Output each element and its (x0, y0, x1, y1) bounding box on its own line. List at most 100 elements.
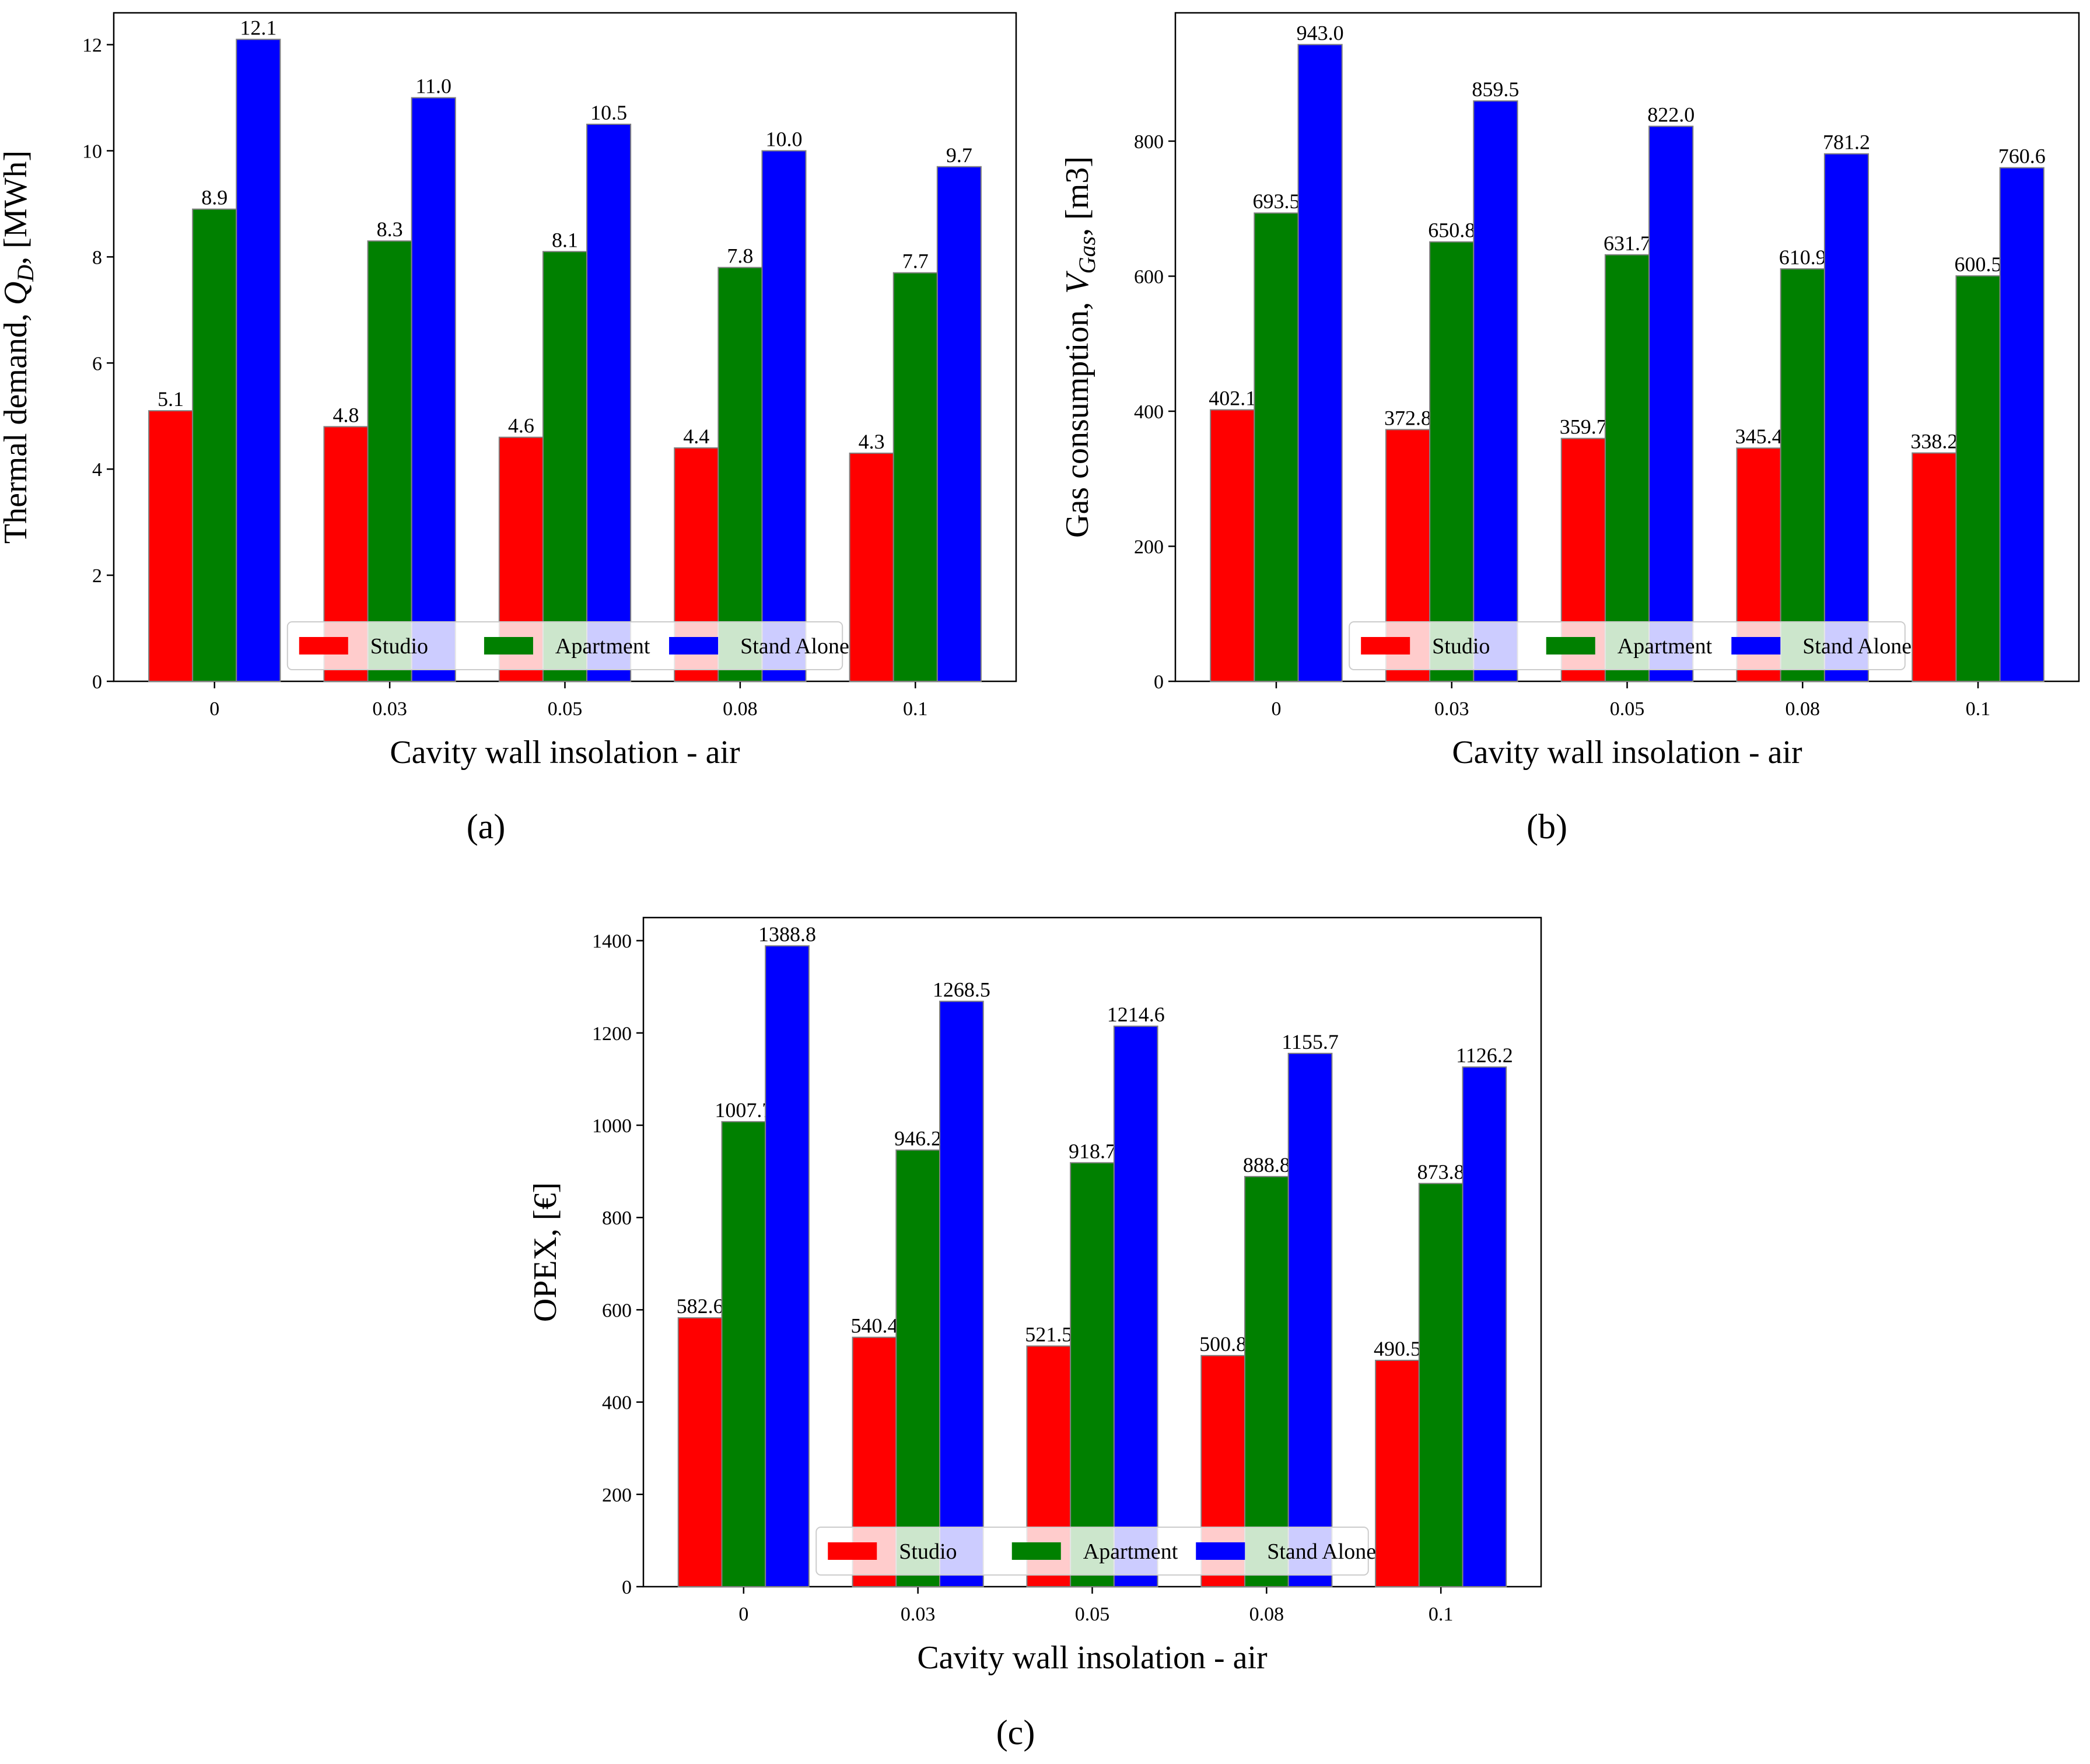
bar-label-c-studio-0: 582.6 (677, 1294, 724, 1318)
bar-b-studio-4 (1912, 452, 1957, 682)
x-tick-label-b-4: 0.1 (1966, 698, 1991, 720)
bar-label-a-stand-alone-1: 11.0 (415, 75, 451, 98)
bar-c-apartment-3 (1244, 1175, 1289, 1588)
bar-label-b-stand-alone-4: 760.6 (1998, 145, 2046, 168)
bar-label-a-apartment-3: 7.8 (727, 244, 753, 268)
legend-c: Studio Apartment Stand Alone (815, 1527, 1376, 1576)
bar-label-a-studio-1: 4.8 (333, 403, 359, 426)
bar-label-c-studio-2: 521.5 (1025, 1322, 1072, 1346)
x-tick-label-a-2: 0.05 (548, 698, 583, 720)
bar-label-c-apartment-3: 888.8 (1243, 1153, 1290, 1177)
bar-a-stand-alone-1 (411, 97, 456, 682)
panel-label-b: (b) (1527, 807, 1567, 846)
bar-a-apartment-3 (717, 267, 763, 682)
legend-entry-c-stand-alone: Stand Alone (1267, 1539, 1376, 1564)
legend-swatch-c-studio (828, 1542, 877, 1560)
x-tick-label-c-1: 0.03 (901, 1604, 936, 1625)
x-axis-label-a: Cavity wall insolation - air (390, 734, 740, 771)
bar-label-c-apartment-2: 918.7 (1069, 1139, 1116, 1163)
bar-label-b-apartment-3: 610.9 (1779, 246, 1826, 269)
bar-c-stand-alone-1 (939, 1000, 984, 1587)
bar-c-stand-alone-0 (765, 945, 810, 1587)
bar-b-apartment-0 (1254, 212, 1299, 682)
panel-label-c: (c) (996, 1713, 1035, 1752)
legend-entry-b-stand-alone: Stand Alone (1802, 634, 1912, 659)
y-tick-label-c-400: 400 (602, 1392, 632, 1414)
x-tick-label-c-4: 0.1 (1429, 1604, 1454, 1625)
x-tick-label-a-3: 0.08 (723, 698, 758, 720)
bar-label-b-studio-0: 402.1 (1209, 387, 1256, 410)
bar-label-b-studio-1: 372.8 (1384, 406, 1431, 429)
bar-label-b-studio-2: 359.7 (1560, 415, 1607, 439)
bar-a-apartment-0 (192, 208, 237, 682)
bar-label-b-stand-alone-1: 859.5 (1472, 78, 1519, 101)
bar-a-stand-alone-3 (761, 150, 807, 682)
bar-label-a-stand-alone-0: 12.1 (240, 16, 276, 39)
x-tick-label-b-2: 0.05 (1610, 698, 1645, 720)
y-tick-label-c-1000: 1000 (592, 1115, 632, 1137)
bar-label-a-apartment-2: 8.1 (552, 228, 578, 251)
legend-a: Studio Apartment Stand Alone (286, 621, 849, 670)
x-axis-label-b: Cavity wall insolation - air (1452, 734, 1802, 771)
legend-entry-b-apartment: Apartment (1618, 634, 1713, 659)
legend-box-c (815, 1527, 1369, 1576)
bar-b-stand-alone-4 (1999, 167, 2045, 682)
bar-label-a-stand-alone-4: 9.7 (946, 144, 972, 167)
y-tick-label-a-10: 10 (82, 141, 102, 162)
bar-a-apartment-1 (367, 240, 412, 682)
x-tick-label-c-2: 0.05 (1075, 1604, 1110, 1625)
bar-label-c-stand-alone-0: 1388.8 (758, 922, 816, 946)
x-axis-label-c: Cavity wall insolation - air (917, 1640, 1268, 1676)
bar-b-stand-alone-1 (1473, 100, 1518, 682)
legend-swatch-b-apartment (1546, 637, 1595, 654)
bar-label-c-apartment-1: 946.2 (894, 1127, 941, 1150)
bar-label-a-apartment-1: 8.3 (377, 218, 403, 241)
bar-c-stand-alone-4 (1462, 1066, 1507, 1587)
y-tick-label-b-800: 800 (1134, 131, 1164, 153)
bar-b-apartment-1 (1429, 241, 1475, 682)
bar-label-b-apartment-1: 650.8 (1428, 219, 1475, 242)
bar-label-c-apartment-0: 1007.7 (715, 1098, 772, 1122)
legend-swatch-a-stand-alone (669, 637, 719, 654)
bar-label-a-studio-3: 4.4 (683, 425, 709, 448)
legend-box-b (1349, 621, 1906, 670)
bar-label-b-apartment-0: 693.5 (1252, 190, 1300, 213)
bar-b-apartment-3 (1780, 268, 1825, 682)
chart-a: 0 2 4 6 8 10 12 0 5.1 8.9 12.1 0.03 4.8 8.3 11.0 0.05 4.… (0, 12, 1017, 771)
legend-entry-a-stand-alone: Stand Alone (740, 634, 849, 659)
bar-a-stand-alone-4 (936, 166, 982, 682)
bar-label-a-studio-0: 5.1 (157, 387, 184, 411)
legend-swatch-a-studio (299, 637, 348, 654)
legend-entry-c-studio: Studio (899, 1539, 957, 1564)
x-tick-label-a-1: 0.03 (372, 698, 407, 720)
y-tick-label-c-0: 0 (622, 1577, 632, 1598)
bar-b-studio-0 (1210, 409, 1255, 682)
chart-b: 0 200 400 600 800 0 402.1 693.5 943.0 0.03 372.8 65… (1059, 12, 2080, 771)
bar-label-c-studio-4: 490.5 (1374, 1337, 1421, 1360)
y-tick-label-a-4: 4 (92, 459, 102, 481)
legend-b: Studio Apartment Stand Alone (1349, 621, 1912, 670)
bar-label-b-stand-alone-2: 822.0 (1647, 103, 1695, 126)
bar-label-c-studio-1: 540.4 (850, 1314, 898, 1338)
bar-a-apartment-4 (892, 272, 938, 682)
legend-swatch-b-stand-alone (1731, 637, 1781, 654)
bar-c-apartment-0 (721, 1121, 766, 1587)
bar-label-a-studio-4: 4.3 (859, 430, 885, 453)
y-tick-label-c-1200: 1200 (592, 1023, 632, 1045)
x-tick-label-b-1: 0.03 (1434, 698, 1469, 720)
legend-entry-a-studio: Studio (370, 634, 428, 659)
x-tick-label-b-3: 0.08 (1786, 698, 1821, 720)
bar-label-a-apartment-0: 8.9 (201, 186, 227, 209)
panel-label-a: (a) (467, 807, 506, 846)
bar-label-a-apartment-4: 7.7 (902, 250, 929, 273)
bar-b-stand-alone-0 (1297, 44, 1343, 682)
y-axis-label-c: OPEX, [€] (527, 1182, 563, 1322)
bar-label-c-stand-alone-2: 1214.6 (1107, 1003, 1165, 1026)
bar-b-stand-alone-3 (1823, 153, 1870, 682)
y-axis-label-a: Thermal demand, QD, [MWh] (0, 150, 38, 544)
legend-box-a (286, 621, 843, 670)
legend-entry-a-apartment: Apartment (555, 634, 650, 659)
bar-c-studio-0 (677, 1317, 723, 1587)
x-tick-label-a-0: 0 (209, 698, 219, 720)
